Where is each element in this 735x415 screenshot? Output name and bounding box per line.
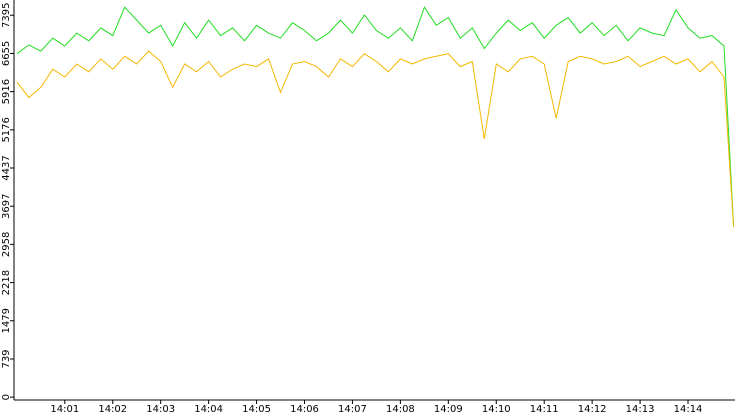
x-tick-label: 14:12	[578, 404, 607, 415]
y-tick-label: 2218	[1, 270, 12, 295]
series-line	[16, 6, 735, 227]
x-tick-label: 14:13	[626, 404, 655, 415]
x-tick-label: 14:04	[194, 404, 223, 415]
y-tick-label: 6655	[1, 41, 12, 66]
y-tick-label: 0	[1, 394, 12, 400]
x-tick-label: 14:09	[434, 404, 463, 415]
x-tick-label: 14:10	[482, 404, 511, 415]
x-tick-label: 14:06	[290, 404, 319, 415]
y-tick-label: 5916	[1, 79, 12, 104]
y-tick-label: 4437	[1, 155, 12, 180]
x-tick-label: 14:11	[530, 404, 559, 415]
y-tick-label: 7395	[1, 3, 12, 28]
y-tick-label: 3697	[1, 193, 12, 218]
y-tick-label: 739	[1, 349, 12, 368]
x-tick-label: 14:14	[674, 404, 703, 415]
y-tick-label: 1479	[1, 308, 12, 333]
x-tick-label: 14:02	[98, 404, 127, 415]
x-tick-label: 14:08	[386, 404, 415, 415]
x-tick-label: 14:01	[50, 404, 79, 415]
y-tick-label: 2958	[1, 232, 12, 257]
x-tick-label: 14:07	[338, 404, 367, 415]
x-tick-label: 14:05	[242, 404, 271, 415]
x-tick-label: 14:03	[146, 404, 175, 415]
y-tick-label: 5176	[1, 117, 12, 142]
series-line	[16, 50, 735, 227]
